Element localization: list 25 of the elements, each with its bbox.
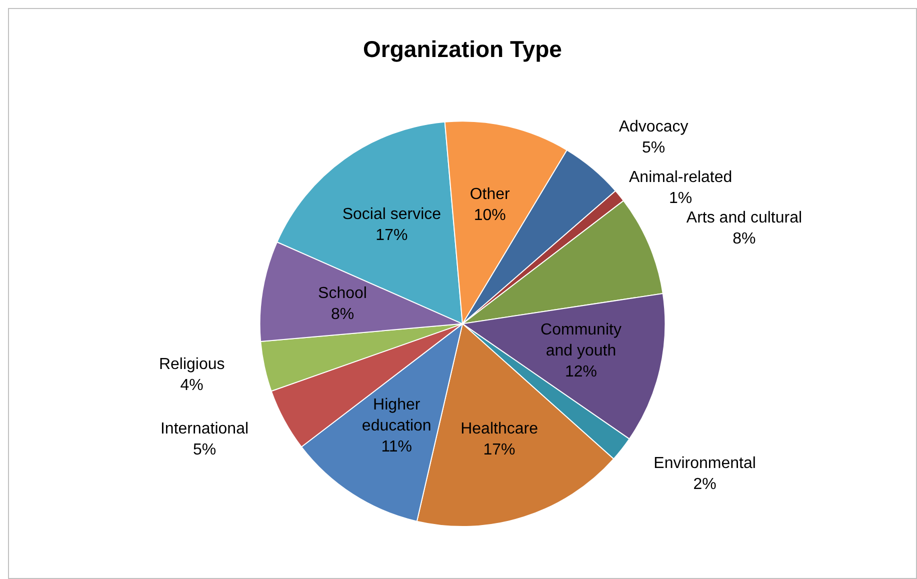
data-label: 12% (564, 364, 598, 381)
slice-label: Advocacy (618, 118, 688, 136)
slice-label: Social service (342, 206, 442, 223)
slice-label: Healthcare (460, 420, 538, 438)
slice-label: School (318, 284, 367, 302)
data-label: 8% (330, 306, 354, 323)
data-label: 17% (483, 442, 516, 459)
slice-label: Animal-related (629, 168, 732, 186)
slice-label: Community and youth (540, 322, 622, 360)
slice-label: Religious (158, 356, 225, 374)
data-label: 1% (669, 190, 692, 207)
slice-label: Other (470, 186, 511, 204)
data-label: 5% (642, 139, 666, 156)
data-label: 5% (192, 441, 216, 458)
slice-label: Higher education (362, 396, 432, 434)
chart-title: Organization Type (363, 36, 562, 62)
data-label: 4% (180, 377, 204, 394)
data-label: 10% (474, 207, 506, 224)
data-label: 2% (693, 476, 716, 494)
data-label: 11% (381, 438, 412, 456)
data-label: 17% (376, 226, 408, 244)
slice-label: International (160, 420, 249, 438)
slice-label: Arts and cultural (686, 210, 802, 227)
slice-label: Environmental (654, 455, 756, 472)
data-label: 8% (732, 230, 756, 248)
